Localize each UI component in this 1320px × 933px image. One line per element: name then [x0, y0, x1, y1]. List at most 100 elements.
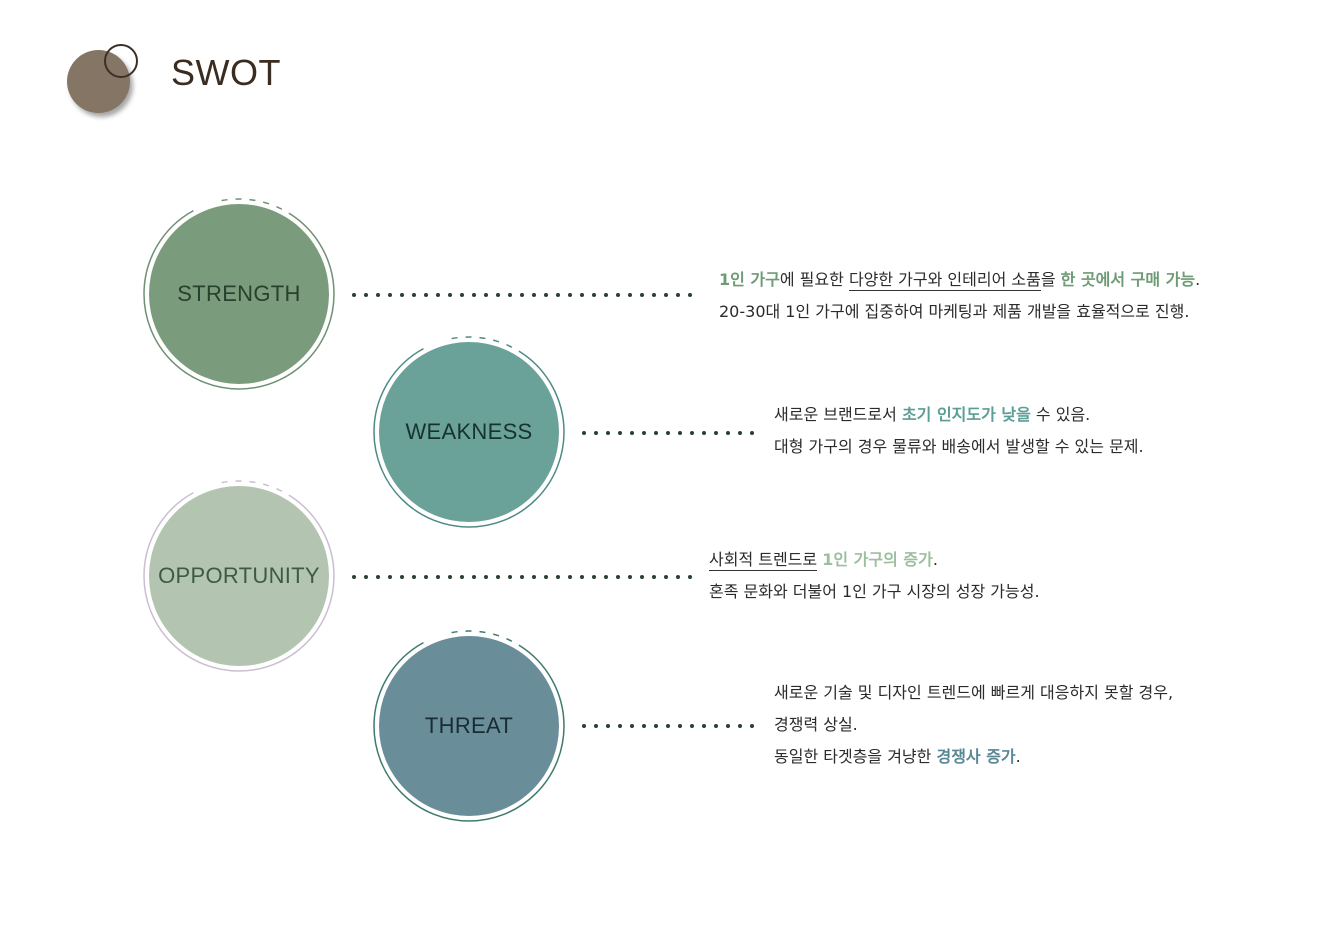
weakness-text-segment: 대형 가구의 경우 물류와 배송에서 발생할 수 있는 문제. — [774, 437, 1144, 456]
threat-text-line: 경쟁력 상실. — [774, 709, 1173, 741]
connector-dot — [412, 293, 416, 297]
connector-dot — [676, 575, 680, 579]
connector-dot — [606, 431, 610, 435]
connector-dot — [424, 575, 428, 579]
connector-dot — [688, 575, 692, 579]
connector-dot — [594, 431, 598, 435]
connector-dot — [520, 293, 524, 297]
connector-dot — [618, 431, 622, 435]
weakness-connector — [582, 431, 762, 435]
connector-dot — [640, 575, 644, 579]
connector-dot — [652, 293, 656, 297]
weakness-ring — [373, 336, 565, 528]
connector-dot — [604, 575, 608, 579]
strength-text-line: 1인 가구에 필요한 다양한 가구와 인테리어 소품을 한 곳에서 구매 가능. — [719, 264, 1200, 296]
connector-dot — [642, 724, 646, 728]
connector-dot — [652, 575, 656, 579]
connector-dot — [582, 431, 586, 435]
connector-dot — [702, 431, 706, 435]
opportunity-text-line: 혼족 문화와 더불어 1인 가구 시장의 성장 가능성. — [709, 576, 1040, 608]
opportunity-label: OPPORTUNITY — [158, 563, 320, 588]
connector-dot — [676, 293, 680, 297]
strength-text-segment: . — [1195, 270, 1201, 289]
connector-dot — [714, 724, 718, 728]
strength-text-segment: 1인 가구 — [719, 270, 780, 289]
connector-dot — [508, 575, 512, 579]
threat-text-line: 새로운 기술 및 디자인 트렌드에 빠르게 대응하지 못할 경우, — [774, 677, 1173, 709]
threat-circle: THREAT — [379, 636, 559, 816]
opportunity-circle-group: OPPORTUNITY — [143, 479, 339, 675]
weakness-circle: WEAKNESS — [379, 342, 559, 522]
threat-ring — [373, 630, 565, 822]
opportunity-circle: OPPORTUNITY — [149, 486, 329, 666]
connector-dot — [436, 575, 440, 579]
connector-dot — [472, 293, 476, 297]
connector-dot — [688, 293, 692, 297]
connector-dot — [352, 293, 356, 297]
connector-dot — [666, 724, 670, 728]
threat-connector — [582, 724, 762, 728]
connector-dot — [568, 575, 572, 579]
connector-dot — [484, 575, 488, 579]
connector-dot — [726, 724, 730, 728]
weakness-circle-group: WEAKNESS — [373, 335, 569, 531]
connector-dot — [388, 293, 392, 297]
connector-dot — [400, 293, 404, 297]
connector-dot — [664, 293, 668, 297]
threat-text-segment: 새로운 기술 및 디자인 트렌드에 빠르게 대응하지 못할 경우, — [774, 683, 1174, 702]
logo — [66, 44, 146, 124]
connector-dot — [424, 293, 428, 297]
connector-dot — [352, 575, 356, 579]
connector-dot — [400, 575, 404, 579]
connector-dot — [702, 724, 706, 728]
connector-dot — [628, 575, 632, 579]
strength-text-segment: 한 곳에서 구매 가능 — [1060, 270, 1196, 289]
connector-dot — [532, 575, 536, 579]
strength-circle: STRENGTH — [149, 204, 329, 384]
connector-dot — [664, 575, 668, 579]
threat-text-segment: 경쟁력 상실. — [774, 715, 858, 734]
weakness-text-segment: 새로운 브랜드로서 — [774, 405, 902, 424]
weakness-text-line: 새로운 브랜드로서 초기 인지도가 낮을 수 있음. — [774, 399, 1144, 431]
threat-text-segment: 동일한 타겟층을 겨냥한 — [774, 747, 937, 766]
connector-dot — [592, 293, 596, 297]
connector-dot — [630, 724, 634, 728]
strength-connector — [352, 293, 700, 297]
connector-dot — [630, 431, 634, 435]
threat-text: 새로운 기술 및 디자인 트렌드에 빠르게 대응하지 못할 경우, 경쟁력 상실.… — [774, 677, 1173, 773]
connector-dot — [640, 293, 644, 297]
connector-dot — [592, 575, 596, 579]
connector-dot — [460, 575, 464, 579]
connector-dot — [714, 431, 718, 435]
strength-text-segment: 다양한 가구와 인테리어 소품 — [848, 270, 1041, 291]
connector-dot — [376, 575, 380, 579]
strength-text: 1인 가구에 필요한 다양한 가구와 인테리어 소품을 한 곳에서 구매 가능.… — [719, 264, 1200, 328]
page-title: SWOT — [171, 52, 281, 93]
opportunity-text-segment: 혼족 문화와 더불어 1인 가구 시장의 성장 가능성. — [709, 582, 1040, 601]
connector-dot — [690, 724, 694, 728]
strength-circle-group: STRENGTH — [143, 197, 339, 393]
connector-dot — [606, 724, 610, 728]
connector-dot — [412, 575, 416, 579]
connector-dot — [520, 575, 524, 579]
connector-dot — [580, 293, 584, 297]
connector-dot — [738, 431, 742, 435]
connector-dot — [556, 293, 560, 297]
opportunity-connector — [352, 575, 700, 579]
strength-ring — [143, 198, 335, 390]
connector-dot — [628, 293, 632, 297]
strength-text-segment: 을 — [1040, 270, 1061, 289]
opportunity-text-segment: 사회적 트렌드로 — [709, 550, 818, 571]
opportunity-ring — [143, 480, 335, 672]
connector-dot — [364, 575, 368, 579]
threat-label: THREAT — [424, 713, 514, 738]
connector-dot — [618, 724, 622, 728]
connector-dot — [642, 431, 646, 435]
connector-dot — [532, 293, 536, 297]
threat-text-segment: 경쟁사 증가 — [936, 747, 1016, 766]
connector-dot — [448, 293, 452, 297]
connector-dot — [654, 431, 658, 435]
connector-dot — [568, 293, 572, 297]
connector-dot — [666, 431, 670, 435]
logo-ring — [104, 44, 138, 78]
